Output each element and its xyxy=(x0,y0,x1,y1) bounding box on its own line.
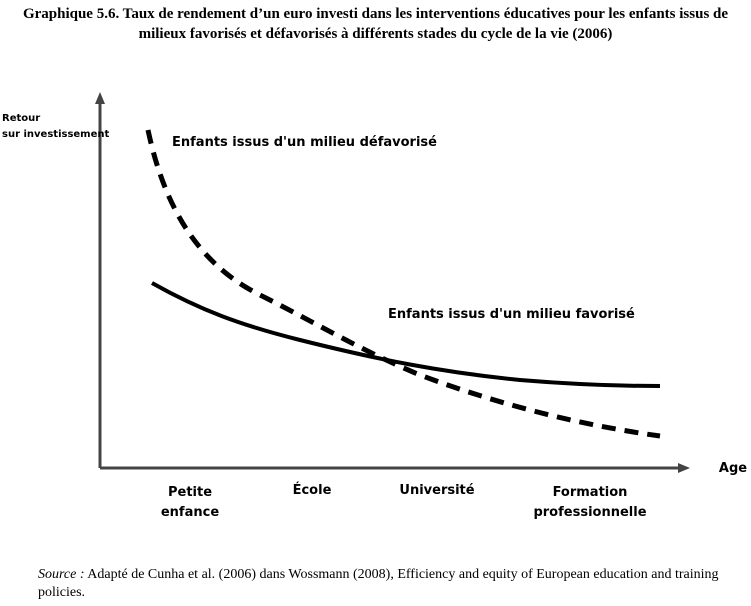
x-arrow xyxy=(678,463,690,473)
curve-label: Enfants issus d'un milieu favorisé xyxy=(388,307,635,322)
y-arrow xyxy=(95,92,105,104)
diagram: Retour sur investissement Age Enfants iss… xyxy=(2,92,747,520)
advantaged-curve xyxy=(151,281,661,388)
stage-label-line: professionnelle xyxy=(533,505,646,520)
stage-label-line: enfance xyxy=(161,505,219,520)
stage-label-line: Formation xyxy=(553,485,628,500)
disadvantaged-curve xyxy=(145,129,661,439)
stage-label: École xyxy=(293,482,332,498)
y-axis-label-text: Retour xyxy=(2,113,40,124)
curve-label: Enfants issus d'un milieu défavorisé xyxy=(172,135,437,150)
source-label: Source : xyxy=(38,567,85,582)
stage-label: Formation professionnelle xyxy=(533,485,646,520)
stage-label-line: Petite xyxy=(168,485,212,500)
chart-title: Graphique 5.6. Taux de rendement d’un eu… xyxy=(22,6,729,42)
x-axis-label: Age xyxy=(719,461,747,476)
stage-label: Petite enfance xyxy=(161,485,219,520)
y-axis-label-text: sur investissement xyxy=(2,129,110,140)
stage-label: Université xyxy=(399,483,474,498)
source-note: Source : Adapté de Cunha et al. (2006) d… xyxy=(38,566,743,602)
y-axis-label: Retour sur investissement xyxy=(2,113,110,140)
source-text: Adapté de Cunha et al. (2006) dans Wossm… xyxy=(38,567,719,600)
